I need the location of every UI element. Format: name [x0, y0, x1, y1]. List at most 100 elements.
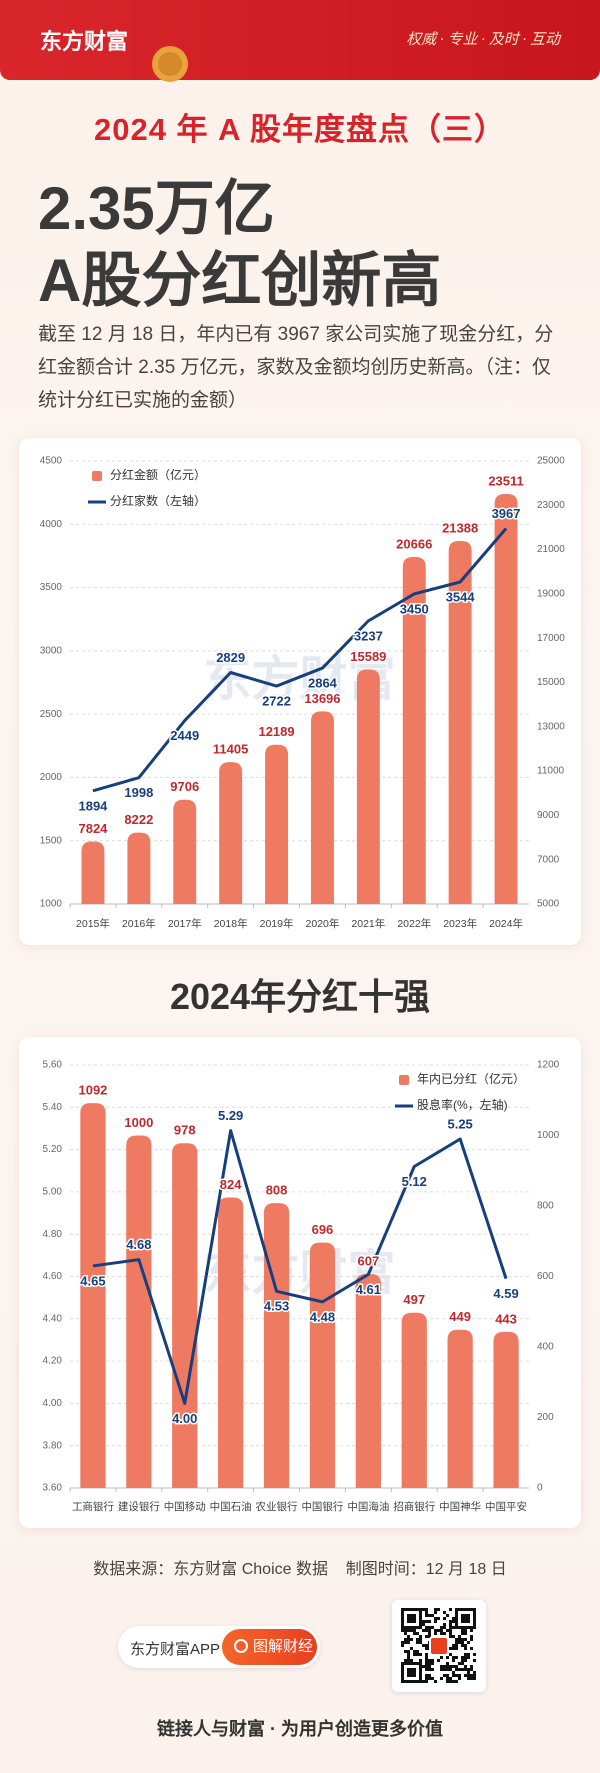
qr-module — [428, 1629, 431, 1632]
legend-swatch — [399, 1075, 409, 1085]
qr-module — [446, 1674, 449, 1677]
qr-module — [455, 1611, 458, 1614]
qr-module — [401, 1665, 404, 1668]
y-tick-label: 4.40 — [43, 1313, 63, 1324]
qr-module — [440, 1626, 443, 1629]
qr-module — [470, 1626, 473, 1629]
qr-module — [452, 1620, 455, 1623]
qr-module — [455, 1608, 458, 1611]
bar — [218, 1197, 244, 1488]
qr-module — [410, 1662, 413, 1665]
qr-module — [413, 1680, 416, 1683]
search-button[interactable]: 图解财经 — [222, 1629, 317, 1665]
qr-module — [434, 1617, 437, 1620]
qr-module — [413, 1671, 416, 1674]
qr-module — [428, 1632, 431, 1635]
qr-module — [461, 1614, 464, 1617]
y2-tick-label: 21000 — [537, 544, 565, 555]
qr-module — [464, 1656, 467, 1659]
x-tick-label: 中国神华 — [439, 1500, 481, 1513]
qr-module — [410, 1674, 413, 1677]
x-tick-label: 工商银行 — [72, 1500, 114, 1513]
y-tick-label: 3.60 — [43, 1483, 63, 1494]
qr-module — [401, 1617, 404, 1620]
header-band: 东方财富 权威 · 专业 · 及时 · 互动 — [0, 0, 600, 82]
qr-module — [461, 1668, 464, 1671]
qr-module — [419, 1659, 422, 1662]
qr-module — [470, 1608, 473, 1611]
qr-module — [449, 1635, 452, 1638]
data-label: 4.65 — [80, 1273, 105, 1288]
qr-module — [413, 1617, 416, 1620]
y2-tick-label: 400 — [537, 1342, 554, 1353]
data-label: 1998 — [124, 785, 153, 800]
qr-module — [449, 1647, 452, 1650]
y2-tick-label: 25000 — [537, 456, 565, 467]
qr-logo — [429, 1636, 449, 1656]
qr-module — [461, 1629, 464, 1632]
qr-module — [461, 1620, 464, 1623]
qr-module — [440, 1677, 443, 1680]
bar — [172, 1143, 198, 1488]
data-label: 824 — [220, 1177, 242, 1192]
bar — [309, 1242, 336, 1488]
qr-module — [401, 1611, 404, 1614]
qr-module — [419, 1641, 422, 1644]
bar — [402, 556, 426, 904]
qr-module — [401, 1680, 404, 1683]
qr-module — [425, 1668, 428, 1671]
qr-module — [422, 1629, 425, 1632]
bar — [81, 841, 105, 904]
qr-module — [419, 1626, 422, 1629]
qr-module — [473, 1626, 476, 1629]
qr-module — [446, 1665, 449, 1668]
qr-module — [440, 1656, 443, 1659]
y2-tick-label: 7000 — [537, 854, 560, 865]
qr-module — [470, 1674, 473, 1677]
qr-module — [407, 1662, 410, 1665]
qr-module — [413, 1629, 416, 1632]
qr-module — [425, 1626, 428, 1629]
qr-module — [407, 1608, 410, 1611]
qr-module — [404, 1662, 407, 1665]
qr-module — [467, 1671, 470, 1674]
qr-module — [425, 1665, 428, 1668]
y-tick-label: 3000 — [40, 645, 63, 656]
qr-module — [455, 1680, 458, 1683]
qr-module — [467, 1677, 470, 1680]
y-tick-label: 4.80 — [43, 1229, 63, 1240]
app-pill[interactable]: 东方财富APP 图解财经 — [118, 1626, 320, 1668]
y-tick-label: 3.80 — [43, 1440, 63, 1451]
qr-module — [413, 1653, 416, 1656]
qr-module — [437, 1608, 440, 1611]
brand: 东方财富 — [40, 29, 129, 54]
qr-module — [410, 1671, 413, 1674]
qr-module — [452, 1647, 455, 1650]
qr-module — [419, 1623, 422, 1626]
qr-module — [470, 1677, 473, 1680]
x-tick-label: 中国石油 — [210, 1500, 252, 1513]
qr-module — [428, 1677, 431, 1680]
qr-module — [467, 1668, 470, 1671]
y2-tick-label: 17000 — [537, 633, 565, 644]
data-label: 1092 — [78, 1083, 107, 1098]
x-tick-label: 2024年 — [489, 917, 523, 930]
bar — [448, 541, 472, 904]
qr-module — [458, 1638, 461, 1641]
qr-code — [401, 1608, 476, 1683]
x-tick-label: 2016年 — [122, 917, 156, 930]
qr-module — [464, 1638, 467, 1641]
qr-module — [410, 1629, 413, 1632]
qr-module — [458, 1662, 461, 1665]
qr-module — [473, 1659, 476, 1662]
qr-module — [467, 1608, 470, 1611]
search-icon — [234, 1639, 248, 1653]
x-tick-label: 建设银行 — [118, 1500, 160, 1513]
y2-tick-label: 600 — [537, 1271, 554, 1282]
bar — [265, 744, 289, 904]
qr-module — [407, 1680, 410, 1683]
qr-module — [425, 1662, 428, 1665]
qr-module — [419, 1635, 422, 1638]
y2-tick-label: 0 — [537, 1483, 543, 1494]
qr-module — [416, 1650, 419, 1653]
